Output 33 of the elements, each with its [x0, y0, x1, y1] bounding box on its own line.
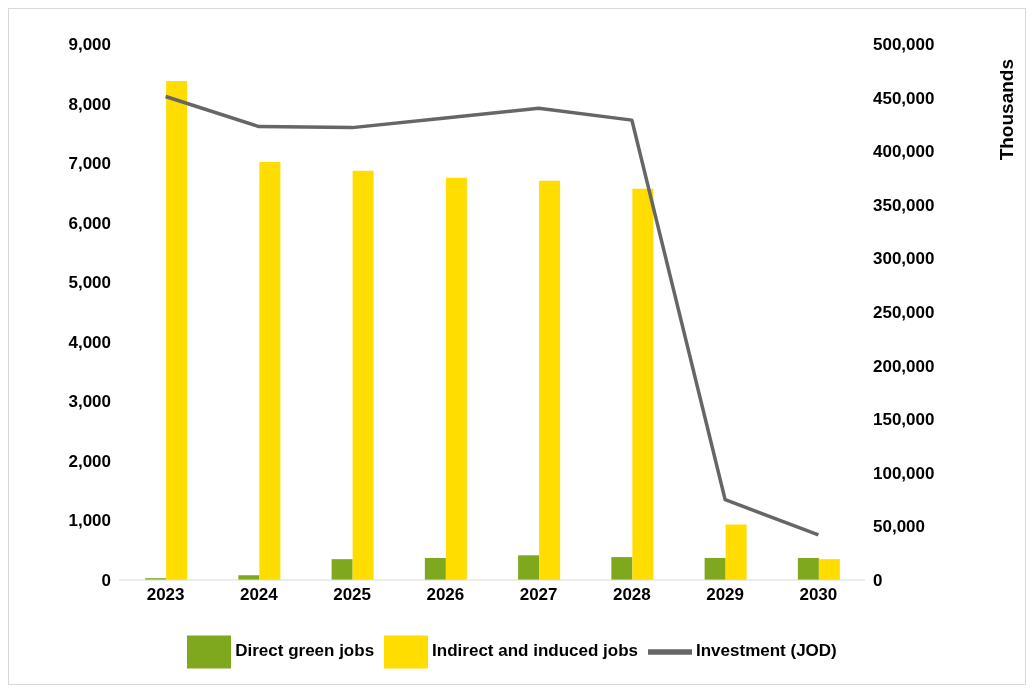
y-tick-label: 8,000	[68, 94, 111, 114]
y-tick-label: 3,000	[68, 392, 111, 412]
y-tick-label: 5,000	[68, 273, 111, 293]
y2-tick-label: 0	[873, 571, 883, 591]
x-tick-label: 2025	[333, 585, 372, 605]
y2-tick-label: 200,000	[873, 356, 935, 376]
x-tick-label: 2024	[239, 585, 279, 605]
x-tick-label: 2029	[706, 585, 745, 605]
x-tick-label: 2027	[519, 585, 558, 605]
y-tick-label: 4,000	[68, 332, 111, 352]
y-tick-label: 2,000	[68, 451, 111, 471]
y2-tick-label: 300,000	[873, 249, 935, 269]
y2-axis-title: Thousands	[996, 59, 1018, 161]
legend-label: Indirect and induced jobs	[432, 641, 639, 661]
y-tick-label: 7,000	[68, 154, 111, 174]
y2-tick-label: 250,000	[873, 303, 935, 323]
y2-tick-label: 500,000	[873, 35, 935, 55]
x-tick-label: 2030	[799, 585, 838, 605]
x-tick-label: 2028	[612, 585, 651, 605]
y-tick-label: 9,000	[68, 35, 111, 55]
y2-tick-label: 150,000	[873, 410, 935, 430]
legend-label: Direct green jobs	[235, 641, 375, 661]
y2-tick-label: 350,000	[873, 195, 935, 215]
legend-label: Investment (JOD)	[696, 641, 837, 661]
y2-tick-label: 400,000	[873, 142, 935, 162]
x-tick-label: 2026	[426, 585, 465, 605]
y-tick-label: 6,000	[68, 213, 111, 233]
y-tick-label: 0	[101, 571, 111, 591]
x-tick-label: 2023	[146, 585, 185, 605]
y-tick-label: 1,000	[68, 511, 111, 531]
y2-tick-label: 100,000	[873, 463, 935, 483]
y2-tick-label: 50,000	[873, 517, 925, 537]
y2-tick-label: 450,000	[873, 88, 935, 108]
